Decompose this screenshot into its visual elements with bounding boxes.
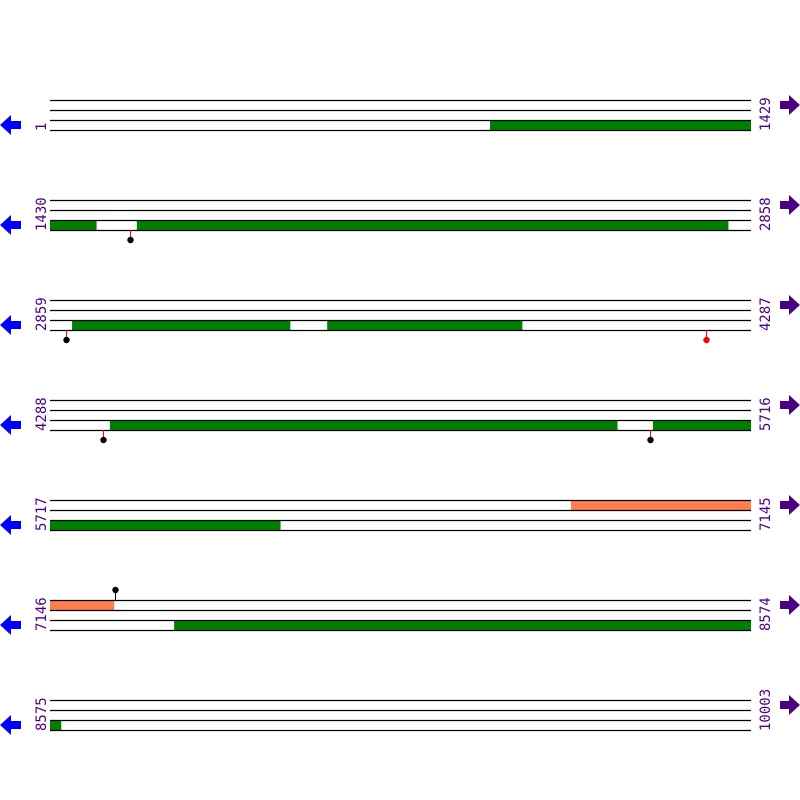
arrow-right-icon — [780, 295, 800, 315]
arrow-left-icon — [0, 515, 21, 535]
sequence-row: 1 1429 — [0, 95, 800, 135]
row-end-label: 8574 — [758, 597, 774, 631]
orf-feature — [109, 420, 618, 430]
arrow-left-icon — [0, 115, 21, 135]
arrow-right-icon — [780, 395, 800, 415]
arrow-left-icon — [0, 315, 21, 335]
row-start-label: 7146 — [34, 597, 50, 631]
sequence-row: 8575 10003 — [0, 689, 800, 735]
orf-feature — [72, 320, 291, 330]
marker-dot — [127, 236, 134, 244]
row-start-label: 8575 — [34, 697, 50, 731]
marker-dot — [63, 336, 70, 344]
marker-dot — [100, 436, 107, 444]
orf-feature — [136, 220, 729, 230]
arrow-left-icon — [0, 215, 21, 235]
arrow-left-icon — [0, 715, 21, 735]
row-start-label: 1 — [34, 123, 50, 131]
row-end-label: 5716 — [758, 397, 774, 431]
marker-dot — [647, 436, 654, 444]
marker-dot — [112, 586, 119, 594]
sequence-row: 4288 5716 — [0, 395, 800, 444]
sequence-row: 2859 4287 — [0, 295, 800, 344]
orf-feature — [50, 220, 97, 230]
row-start-label: 4288 — [34, 397, 50, 431]
row-end-label: 10003 — [758, 689, 774, 731]
orf-feature — [174, 620, 751, 630]
sequence-row: 7146 8574 — [0, 586, 800, 635]
orf-feature — [50, 520, 281, 530]
arrow-right-icon — [780, 95, 800, 115]
row-end-label: 2858 — [758, 197, 774, 231]
row-start-label: 2859 — [34, 297, 50, 331]
arrow-left-icon — [0, 615, 21, 635]
orf-feature — [50, 720, 62, 730]
orf-feature — [490, 120, 751, 130]
orf-feature — [570, 500, 751, 510]
row-start-label: 5717 — [34, 497, 50, 531]
sequence-row: 5717 7145 — [0, 495, 800, 535]
marker-dot — [703, 336, 710, 344]
sequence-row: 1430 2858 — [0, 195, 800, 244]
arrow-right-icon — [780, 595, 800, 615]
orf-feature — [652, 420, 751, 430]
arrow-left-icon — [0, 415, 21, 435]
row-start-label: 1430 — [34, 197, 50, 231]
row-end-label: 4287 — [758, 297, 774, 331]
arrow-right-icon — [780, 695, 800, 715]
row-end-label: 7145 — [758, 497, 774, 531]
arrow-right-icon — [780, 195, 800, 215]
row-end-label: 1429 — [758, 97, 774, 131]
arrow-right-icon — [780, 495, 800, 515]
orf-feature — [327, 320, 523, 330]
orf-feature — [50, 600, 115, 610]
